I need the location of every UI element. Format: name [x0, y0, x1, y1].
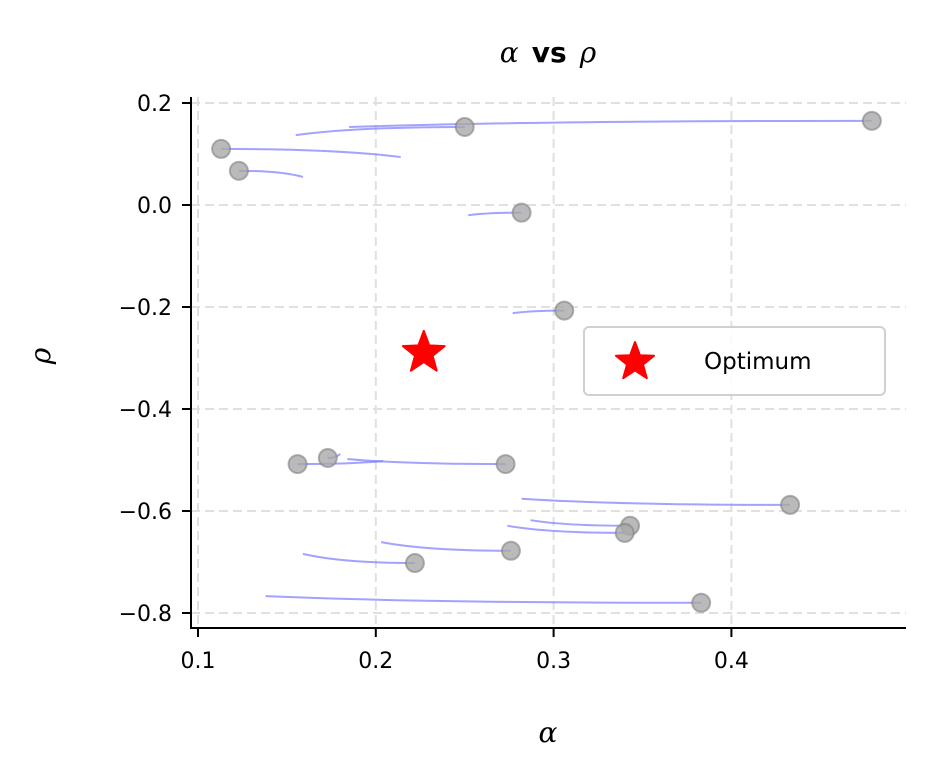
data-point	[614, 522, 635, 543]
data-point	[511, 202, 532, 223]
optimum-star-marker	[401, 329, 446, 372]
data-point	[317, 447, 338, 468]
y-tick-label: 0.0	[137, 194, 172, 219]
trajectory-line	[295, 125, 465, 137]
legend-label-optimum: Optimum	[704, 349, 812, 375]
y-tick-label: 0.2	[137, 92, 172, 117]
data-point	[287, 454, 308, 475]
trajectory-line	[221, 147, 401, 159]
data-point	[780, 494, 801, 515]
data-point	[861, 110, 882, 131]
trajectory-line	[347, 457, 506, 466]
data-point	[554, 300, 575, 321]
y-ticks: 0.2 0.0 −0.2 −0.4 −0.6 −0.8	[119, 92, 191, 627]
x-tick-label: 0.1	[181, 649, 216, 674]
trajectory-line	[507, 524, 625, 534]
trajectory-line	[349, 119, 872, 128]
data-point	[495, 454, 516, 475]
y-axis-label: ρ	[24, 347, 57, 365]
x-tick-label: 0.3	[536, 649, 571, 674]
data-points	[211, 110, 882, 613]
data-point	[211, 138, 232, 159]
star-icon	[615, 341, 655, 380]
x-tick-label: 0.2	[358, 649, 393, 674]
data-point	[454, 116, 475, 137]
legend: Optimum	[583, 326, 886, 396]
y-tick-label: −0.8	[119, 602, 172, 627]
axes	[190, 97, 906, 629]
data-point	[500, 540, 521, 561]
y-tick-label: −0.4	[119, 398, 172, 423]
trajectory-line	[265, 595, 702, 604]
grid-lines	[191, 97, 906, 628]
data-point	[228, 160, 249, 181]
trajectory-line	[530, 519, 631, 527]
trajectory-line	[302, 552, 415, 565]
x-ticks: 0.1 0.2 0.3 0.4	[181, 628, 749, 674]
chart-title: α vs ρ	[500, 36, 597, 69]
star-icon	[401, 329, 446, 372]
x-tick-label: 0.4	[714, 649, 749, 674]
legend-box	[583, 326, 886, 396]
trajectory-line	[521, 497, 791, 506]
data-point	[404, 553, 425, 574]
y-tick-label: −0.6	[119, 500, 172, 525]
data-point	[691, 592, 712, 613]
x-axis-label: α	[539, 716, 558, 749]
trajectory-line	[380, 541, 511, 552]
y-tick-label: −0.2	[119, 296, 172, 321]
